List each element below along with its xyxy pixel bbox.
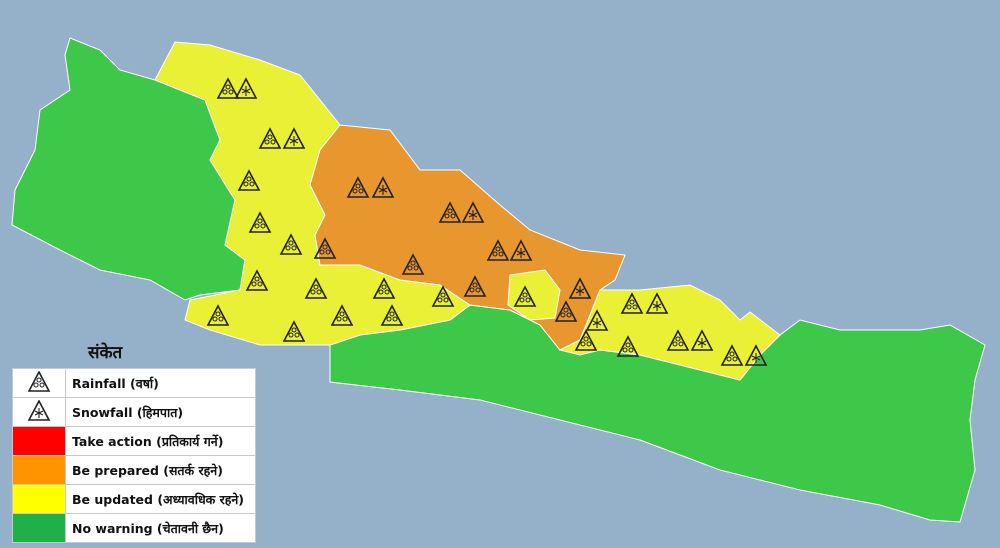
legend-title: संकेत	[88, 343, 123, 363]
legend-label: No warning (चेतावनी छैन)	[65, 513, 256, 543]
legend-row-be-updated: Be updated (अध्यावधिक रहने)	[12, 484, 256, 514]
legend-row-rainfall: Rainfall (वर्षा)	[12, 368, 256, 398]
legend-label: Be updated (अध्यावधिक रहने)	[65, 484, 256, 514]
region-be-updated-central	[507, 269, 561, 321]
legend: Rainfall (वर्षा) Snowfall (हिमपात) Take …	[12, 368, 256, 543]
legend-row-snowfall: Snowfall (हिमपात)	[12, 397, 256, 427]
legend-row-take-action: Take action (प्रतिकार्य गर्ने)	[12, 426, 256, 456]
legend-label: Take action (प्रतिकार्य गर्ने)	[65, 426, 256, 456]
legend-swatch-green	[12, 513, 66, 543]
legend-label: Rainfall (वर्षा)	[65, 368, 256, 398]
region-be-updated-east	[558, 284, 781, 381]
legend-swatch-orange	[12, 455, 66, 485]
legend-row-be-prepared: Be prepared (सतर्क रहने)	[12, 455, 256, 485]
rainfall-icon	[12, 368, 66, 398]
legend-label: Snowfall (हिमपात)	[65, 397, 256, 427]
legend-row-no-warning: No warning (चेतावनी छैन)	[12, 513, 256, 543]
snowfall-icon	[12, 397, 66, 427]
legend-swatch-yellow	[12, 484, 66, 514]
legend-label: Be prepared (सतर्क रहने)	[65, 455, 256, 485]
legend-swatch-red	[12, 426, 66, 456]
